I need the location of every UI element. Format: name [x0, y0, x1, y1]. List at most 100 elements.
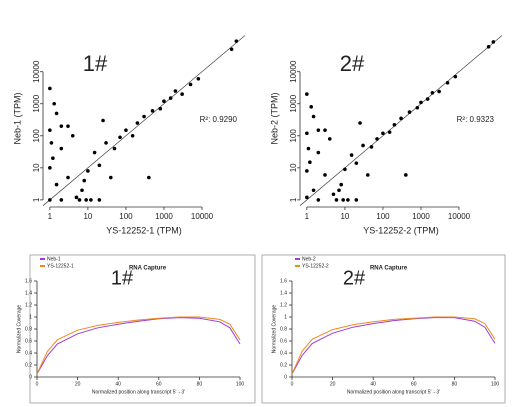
y-tick-label: 0.2 — [280, 362, 287, 368]
x-tick-label: 100 — [491, 381, 500, 387]
x-tick-label: 40 — [115, 381, 121, 387]
point — [66, 175, 70, 180]
point — [486, 44, 491, 49]
point — [305, 195, 309, 200]
point — [358, 121, 362, 125]
point — [54, 111, 59, 116]
x-tick-label: 10 — [83, 212, 92, 221]
x-axis-label: Normalized position along transcript 5'→… — [92, 389, 185, 395]
y-axis-label: Normalized Coverage — [16, 305, 22, 354]
point — [491, 40, 496, 44]
point — [48, 128, 52, 132]
y-axis-label: Neb-2 (TPM) — [269, 92, 279, 144]
point — [66, 124, 70, 128]
x-tick-label: 0 — [291, 381, 294, 387]
point — [327, 137, 332, 141]
y-tick-label: 10 — [32, 163, 41, 172]
y-tick-label: 0 — [29, 374, 32, 380]
point — [86, 169, 90, 173]
point — [305, 131, 309, 136]
point — [229, 47, 234, 52]
point — [306, 146, 311, 151]
point — [323, 173, 327, 177]
point — [59, 146, 64, 151]
point — [188, 82, 193, 87]
point — [135, 121, 140, 125]
y-axis-label: Normalized Coverage — [271, 305, 277, 354]
y-tick-label: 0.2 — [25, 362, 32, 368]
point — [59, 124, 64, 128]
x-tick-label: 1000 — [155, 212, 173, 221]
point — [54, 182, 59, 187]
x-tick-label: 60 — [411, 381, 417, 387]
point — [77, 198, 82, 202]
legend-label: YS-12252-2 — [302, 263, 329, 269]
x-tick-label: 100 — [376, 212, 390, 221]
x-tick-label: 0 — [36, 381, 39, 387]
point — [92, 150, 97, 155]
point — [331, 192, 336, 197]
point — [425, 97, 430, 101]
x-tick-label: 1 — [305, 212, 310, 221]
point — [234, 39, 239, 43]
annotation: 2# — [340, 51, 365, 76]
point — [162, 99, 166, 104]
point — [59, 198, 64, 202]
y-tick-label: 1.4 — [25, 290, 32, 296]
y-tick-label: 10000 — [32, 60, 41, 83]
point — [130, 133, 135, 138]
x-tick-label: 10000 — [448, 212, 471, 221]
point — [118, 135, 122, 140]
point — [365, 173, 370, 177]
x-tick-label: 1000 — [412, 212, 430, 221]
point — [70, 133, 75, 138]
y-tick-label: 1 — [32, 197, 41, 202]
y-tick-label: 100 — [289, 129, 298, 143]
y-tick-label: 0.4 — [25, 350, 32, 356]
panel-border — [29, 254, 256, 404]
point — [354, 198, 359, 202]
point — [48, 166, 52, 170]
y-tick-label: 1.2 — [280, 302, 287, 308]
point — [180, 92, 184, 96]
point — [311, 188, 316, 193]
point — [369, 145, 374, 149]
point — [453, 74, 458, 79]
annotation: 2# — [343, 267, 366, 289]
point — [308, 160, 312, 164]
point — [381, 131, 385, 136]
chart-title: RNA Capture — [370, 266, 408, 272]
legend-label: Neb-2 — [302, 256, 316, 262]
point — [343, 167, 347, 172]
legend-label: YS-12252-1 — [47, 263, 74, 269]
line — [36, 316, 241, 375]
point — [48, 86, 52, 91]
y-tick-label: 1.6 — [25, 278, 32, 284]
point — [392, 123, 397, 127]
y-tick-label: 1.6 — [280, 278, 287, 284]
x-tick-label: 20 — [330, 381, 336, 387]
r2-label: R²: 0.9323 — [457, 115, 495, 124]
point — [49, 141, 54, 145]
point — [349, 153, 354, 157]
point — [346, 198, 350, 202]
fit-line — [299, 35, 503, 206]
point — [316, 128, 321, 132]
x-tick-label: 60 — [156, 381, 162, 387]
point — [375, 137, 379, 141]
x-axis-label: YS-12252-1 (TPM) — [106, 225, 182, 235]
y-axis-label: Neb-1 (TPM) — [12, 92, 22, 144]
point — [142, 114, 146, 119]
point — [430, 90, 435, 95]
point — [51, 156, 55, 160]
point — [52, 101, 56, 106]
point — [323, 128, 327, 132]
x-tick-label: 1 — [48, 212, 53, 221]
y-tick-label: 1.4 — [280, 290, 287, 296]
y-tick-label: 1000 — [32, 94, 41, 112]
point — [124, 128, 128, 132]
point — [104, 141, 108, 145]
annotation: 1# — [83, 51, 108, 76]
line — [291, 317, 496, 375]
point — [316, 198, 321, 202]
